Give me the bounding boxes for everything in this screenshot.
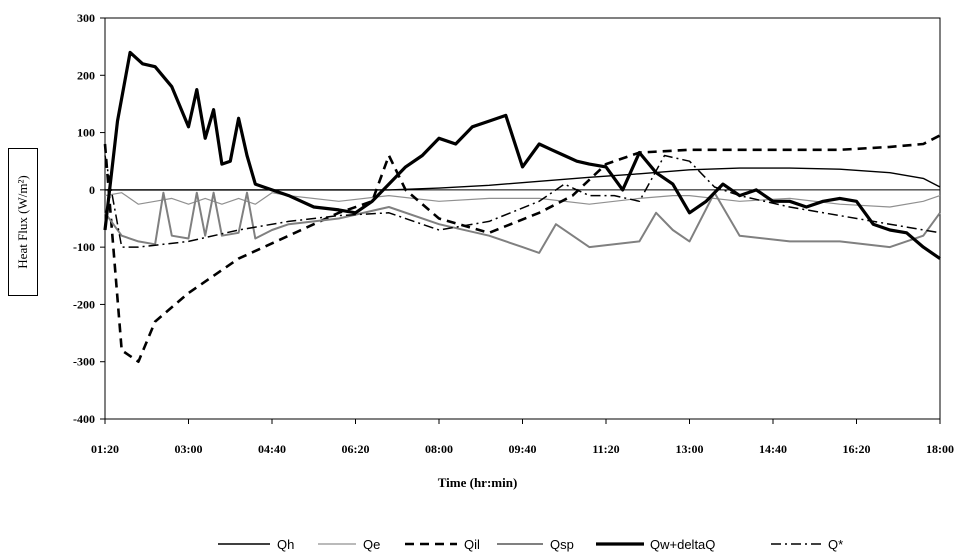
legend-label: Qil bbox=[464, 537, 480, 552]
legend: Qh Qe Qil Qsp Qw+deltaQ Q* bbox=[218, 537, 843, 552]
series-line-qil bbox=[103, 134, 941, 364]
x-tick-label: 03:00 bbox=[175, 442, 203, 456]
legend-label: Qw+deltaQ bbox=[650, 537, 715, 552]
series-layer bbox=[103, 50, 941, 364]
x-tick-label: 01:20 bbox=[91, 442, 119, 456]
y-tick-label: -400 bbox=[73, 412, 95, 426]
x-tick-label: 11:20 bbox=[592, 442, 619, 456]
legend-label: Qh bbox=[277, 537, 294, 552]
y-axis-ticks: 300 200 100 0 -100 -200 -300 -400 bbox=[73, 11, 105, 426]
x-axis-label: Time (hr:min) bbox=[437, 475, 518, 490]
x-tick-label: 14:40 bbox=[759, 442, 787, 456]
y-axis-label-box: Heat Flux (W/m²) bbox=[8, 148, 38, 296]
y-tick-label: -100 bbox=[73, 240, 95, 254]
y-tick-label: 300 bbox=[77, 11, 95, 25]
x-axis-ticks: 01:20 03:00 04:40 06:20 08:00 09:40 11:20 13:00… bbox=[91, 419, 954, 456]
legend-label: Qsp bbox=[550, 537, 574, 552]
y-tick-label: 100 bbox=[77, 126, 95, 140]
x-tick-label: 13:00 bbox=[676, 442, 704, 456]
x-tick-label: 04:40 bbox=[258, 442, 286, 456]
y-tick-label: 200 bbox=[77, 68, 95, 82]
legend-label: Qe bbox=[363, 537, 380, 552]
series-line-qh bbox=[105, 167, 941, 191]
series-line-qw-deltaq bbox=[103, 50, 941, 260]
x-tick-label: 09:40 bbox=[509, 442, 537, 456]
x-tick-label: 08:00 bbox=[425, 442, 453, 456]
x-tick-label: 18:00 bbox=[926, 442, 954, 456]
x-tick-label: 16:20 bbox=[843, 442, 871, 456]
y-axis-label: Heat Flux (W/m²) bbox=[15, 175, 30, 269]
legend-label: Q* bbox=[828, 537, 843, 552]
series-line-qsp bbox=[104, 191, 941, 254]
y-tick-label: -300 bbox=[73, 355, 95, 369]
y-tick-label: -200 bbox=[73, 297, 95, 311]
x-tick-label: 06:20 bbox=[342, 442, 370, 456]
y-tick-label: 0 bbox=[89, 183, 95, 197]
